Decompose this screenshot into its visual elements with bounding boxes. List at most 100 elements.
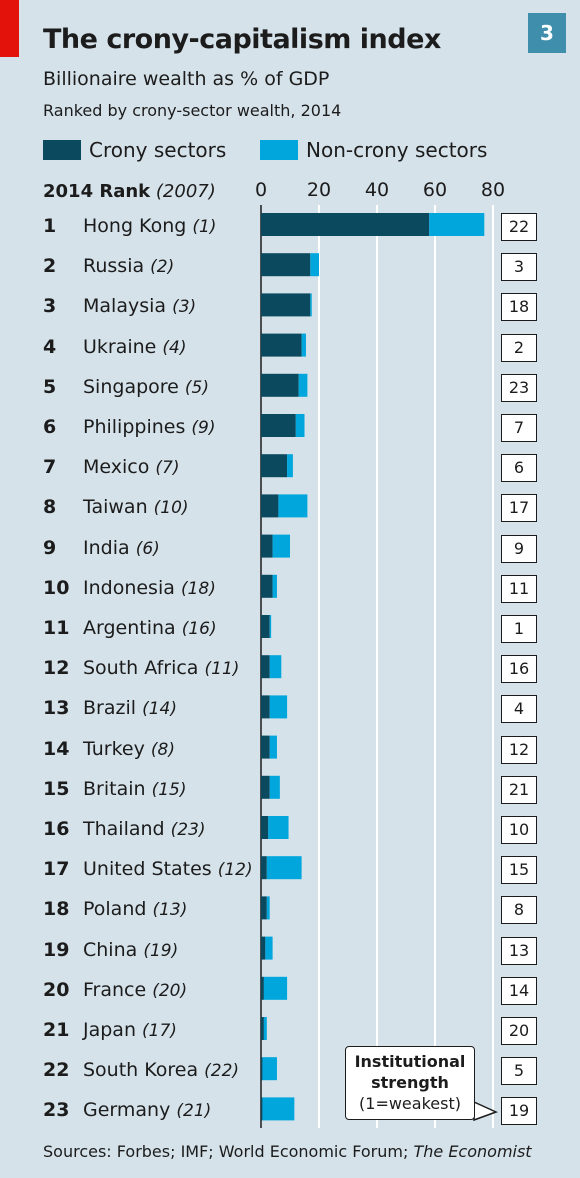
x-tick-label: 60 xyxy=(423,179,447,201)
rank-2007: (11) xyxy=(204,659,240,680)
rank-2007: (12) xyxy=(217,860,253,881)
rank-2007: (6) xyxy=(135,538,160,559)
institutional-strength-value: 17 xyxy=(501,494,537,523)
rank-2007: (20) xyxy=(152,980,188,1001)
bar-crony xyxy=(261,414,296,437)
country-name: South Korea xyxy=(83,1059,199,1082)
country-label: Britain (15) xyxy=(83,778,187,800)
rank-2014: 2 xyxy=(43,255,57,278)
rank-2014: 20 xyxy=(43,978,70,1001)
bar-crony xyxy=(261,976,264,1000)
bar-non-crony xyxy=(269,655,282,679)
bar-crony xyxy=(261,213,430,236)
institutional-strength-value: 23 xyxy=(501,373,537,402)
rank-2014: 11 xyxy=(43,617,70,639)
legend-swatch-crony xyxy=(43,140,81,160)
rank-2014: 8 xyxy=(43,496,57,519)
institutional-strength-value: 4 xyxy=(501,695,537,724)
rank-2007: (8) xyxy=(150,739,175,760)
source-publication: The Economist xyxy=(413,1142,532,1161)
table-row: 5 Singapore (5) 23 xyxy=(0,370,580,406)
table-row: 23 Germany (21) 19 xyxy=(0,1093,580,1129)
institutional-strength-value: 3 xyxy=(501,253,537,282)
country-label: Turkey (8) xyxy=(83,738,175,760)
bar-crony xyxy=(261,775,270,799)
country-label: Germany (21) xyxy=(83,1099,211,1121)
bar-non-crony xyxy=(269,775,280,799)
bar-non-crony xyxy=(263,1017,267,1040)
rank-2007: (21) xyxy=(176,1101,212,1122)
country-label: France (20) xyxy=(83,979,187,1001)
rank-2007: (18) xyxy=(180,578,216,599)
table-row: 3 Malaysia (3) 18 xyxy=(0,289,580,325)
country-label: Thailand (23) xyxy=(83,818,206,840)
institutional-strength-value: 15 xyxy=(501,856,537,885)
table-row: 13 Brazil (14) 4 xyxy=(0,691,580,727)
table-row: 16 Thailand (23) 10 xyxy=(0,812,580,848)
rank-2007: (14) xyxy=(142,699,177,720)
table-row: 22 South Korea (22) 5 xyxy=(0,1053,580,1089)
rank-2014: 4 xyxy=(43,335,57,358)
table-row: 21 Japan (17) 20 xyxy=(0,1013,580,1049)
institutional-strength-value: 7 xyxy=(501,414,537,442)
bar-crony xyxy=(261,735,270,759)
bar-non-crony xyxy=(268,816,289,839)
country-name: Argentina xyxy=(83,617,176,639)
country-label: Russia (2) xyxy=(83,255,174,277)
rank-2007: (1) xyxy=(192,217,217,237)
country-name: Ukraine xyxy=(83,335,157,358)
institutional-strength-value: 20 xyxy=(501,1017,537,1045)
country-name: Thailand xyxy=(83,818,165,840)
rank-2014: 21 xyxy=(43,1019,70,1041)
country-name: Indonesia xyxy=(83,576,175,599)
country-label: South Africa (11) xyxy=(83,657,239,679)
country-name: Singapore xyxy=(83,375,179,398)
rank-2014: 3 xyxy=(43,295,57,318)
rank-2007: (5) xyxy=(184,377,209,398)
rank-2014: 15 xyxy=(43,777,70,800)
rank-2007: (9) xyxy=(191,418,216,438)
bar-crony xyxy=(261,454,288,478)
rank-2007: (3) xyxy=(172,297,197,318)
country-name: Hong Kong xyxy=(83,215,187,237)
rank-2007: (19) xyxy=(143,940,179,961)
bar-non-crony xyxy=(269,615,272,638)
rank-2007: (23) xyxy=(170,820,206,840)
bar-non-crony xyxy=(310,293,312,317)
bar-non-crony xyxy=(265,936,273,960)
institutional-strength-value: 19 xyxy=(501,1097,537,1126)
institutional-strength-callout: Institutional strength (1=weakest) xyxy=(345,1046,475,1120)
bar-non-crony xyxy=(269,735,277,759)
x-tick-label: 40 xyxy=(365,179,389,201)
rank-2014: 23 xyxy=(43,1099,70,1122)
table-row: 9 India (6) 9 xyxy=(0,531,580,567)
table-row: 14 Turkey (8) 12 xyxy=(0,732,580,768)
rank-2014: 6 xyxy=(43,416,57,438)
table-row: 4 Ukraine (4) 2 xyxy=(0,330,580,366)
country-label: China (19) xyxy=(83,939,178,961)
bar-crony xyxy=(261,253,311,277)
table-row: 6 Philippines (9) 7 xyxy=(0,410,580,446)
bar-non-crony xyxy=(310,253,319,277)
rank-2014: 18 xyxy=(43,898,70,921)
bar-crony xyxy=(261,1097,263,1121)
bar-non-crony xyxy=(298,373,308,397)
bar-non-crony xyxy=(262,1097,295,1121)
rank-2007: (17) xyxy=(142,1021,177,1041)
institutional-strength-value: 6 xyxy=(501,454,537,483)
country-name: Japan xyxy=(83,1019,136,1041)
country-label: Hong Kong (1) xyxy=(83,215,216,237)
rank-2014: 17 xyxy=(43,858,70,881)
legend-label-crony: Crony sectors xyxy=(89,138,227,162)
bar-crony xyxy=(261,655,270,679)
table-row: 15 Britain (15) 21 xyxy=(0,772,580,808)
country-name: Britain xyxy=(83,777,146,800)
bar-non-crony xyxy=(262,1057,277,1081)
chart-title: The crony-capitalism index xyxy=(43,24,441,55)
bar-non-crony xyxy=(429,213,485,236)
rank-header-2007: (2007) xyxy=(155,181,216,202)
callout-title-line1: Institutional xyxy=(354,1052,466,1071)
bar-crony xyxy=(261,936,266,960)
rank-header-2014: 2014 Rank xyxy=(43,181,151,202)
